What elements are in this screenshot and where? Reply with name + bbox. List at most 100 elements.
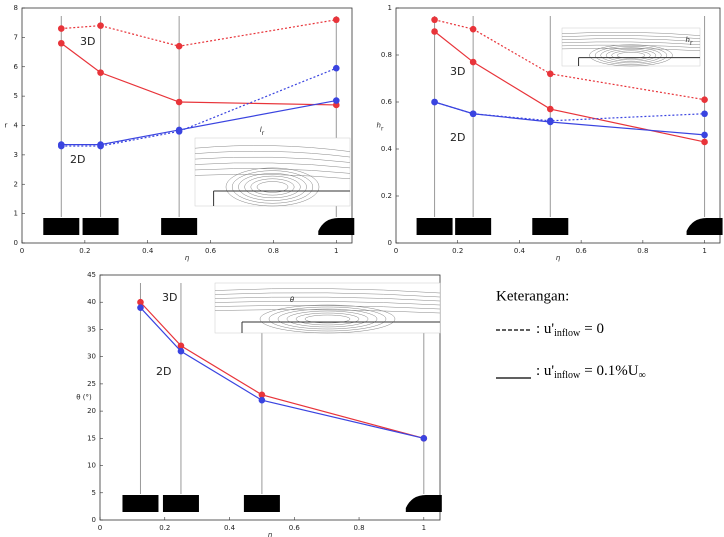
bubble-contour <box>259 304 396 334</box>
data-point <box>175 98 183 106</box>
bubble-contour <box>225 167 320 207</box>
x-tick-label: 0.8 <box>268 247 279 255</box>
legend: Keterangan: : u'inflow = 0 : u'inflow = 0.… <box>496 288 646 381</box>
plot-frame <box>21 7 353 244</box>
x-tick-label: 0 <box>98 524 102 532</box>
bubble-contour <box>594 46 668 65</box>
y-tick-label: 20 <box>87 407 96 415</box>
plot-frame <box>99 274 441 521</box>
streamline <box>561 38 701 42</box>
x-tick-label: 0.6 <box>576 247 588 255</box>
y-tick-label: 0 <box>388 239 392 247</box>
data-point <box>57 25 65 32</box>
x-tick-label: 0.2 <box>452 247 463 255</box>
label: θ (°) <box>76 394 92 402</box>
data-point <box>701 138 708 146</box>
label-main: h <box>686 36 690 44</box>
chart: 0 5 10 15 20 25 30 35 40 45 0 0.2 0.4 0.6 0.8 1 η θ (°) θ 3… <box>76 271 442 537</box>
x-axis-label: η <box>185 254 190 262</box>
label: r <box>5 122 8 130</box>
y-tick-label: 35 <box>87 325 96 333</box>
inset-frame <box>561 27 701 67</box>
y-tick-label: 1 <box>388 4 392 12</box>
streamline <box>194 156 351 163</box>
series-line <box>434 31 705 143</box>
leading-edge-shape <box>405 495 442 512</box>
label: lr <box>260 126 265 137</box>
label-main: h <box>377 122 381 130</box>
legend-prefix: : u' <box>536 321 554 337</box>
y-tick-label: 2 <box>14 180 18 188</box>
label-main: θ <box>290 296 295 304</box>
x-tick-label: 0 <box>20 247 24 255</box>
legend-suffix: = 0 <box>584 321 604 337</box>
y-tick-label: 30 <box>87 353 96 361</box>
data-point <box>332 64 340 72</box>
x-tick-label: 1 <box>422 524 426 532</box>
leading-edge-shape <box>122 495 159 512</box>
y-tick-label: 45 <box>87 271 96 279</box>
x-tick-label: 1 <box>702 247 706 255</box>
y-tick-label: 1 <box>14 210 18 218</box>
series-line <box>140 301 424 439</box>
annotation: 2D <box>450 131 465 144</box>
legend-item: : u'inflow = 0.1%U∞ <box>536 363 646 381</box>
series-line <box>61 67 337 147</box>
x-tick-label: 0.4 <box>224 524 236 532</box>
leading-edge-shape <box>532 218 569 235</box>
y-tick-label: 3 <box>14 151 18 159</box>
bubble-contour <box>244 175 301 199</box>
data-point <box>137 304 144 311</box>
streamline <box>214 296 441 302</box>
data-point <box>57 141 65 148</box>
leading-edge-shape <box>686 218 723 235</box>
data-point <box>175 42 183 50</box>
legend-title: Keterangan: <box>496 288 569 304</box>
data-point <box>137 298 144 306</box>
data-point <box>420 435 428 442</box>
label-sub: r <box>381 125 384 132</box>
leading-edge-shape <box>162 495 199 512</box>
data-point <box>431 98 438 106</box>
bubble-contour <box>589 44 673 67</box>
leading-edge-shape <box>455 218 492 235</box>
data-point <box>332 97 340 104</box>
bubble-contour <box>304 314 351 324</box>
plot-frame <box>395 7 721 244</box>
data-point <box>97 69 104 76</box>
legend-sub: inflow <box>554 328 581 339</box>
data-point <box>546 70 554 78</box>
series-line <box>61 19 337 47</box>
annotation: 3D <box>80 35 95 48</box>
series-line <box>434 101 705 136</box>
leading-edge-shape <box>82 218 119 235</box>
data-point <box>469 25 477 33</box>
label-sub: r <box>262 130 265 137</box>
series-line <box>61 99 337 146</box>
label-sub: r <box>690 40 693 47</box>
bubble-contour <box>295 312 360 326</box>
y-tick-label: 10 <box>87 462 96 470</box>
y-tick-label: 4 <box>14 122 19 130</box>
inset-diagram: lr <box>194 126 351 207</box>
streamline <box>561 31 701 36</box>
y-tick-label: 40 <box>87 298 96 306</box>
y-tick-label: 7 <box>14 33 18 41</box>
streamline <box>214 309 441 314</box>
data-point <box>546 118 554 126</box>
inset-diagram: θ <box>214 282 441 334</box>
bubble-contour <box>250 178 295 196</box>
data-point <box>431 16 438 24</box>
x-tick-label: 0.4 <box>514 247 526 255</box>
streamline <box>214 305 441 310</box>
bubble-contour <box>611 50 651 61</box>
streamline <box>194 162 351 169</box>
data-point <box>546 105 554 113</box>
data-point <box>57 39 65 47</box>
data-point <box>332 16 340 24</box>
leading-edge-shape <box>416 218 453 235</box>
data-point <box>258 396 266 404</box>
